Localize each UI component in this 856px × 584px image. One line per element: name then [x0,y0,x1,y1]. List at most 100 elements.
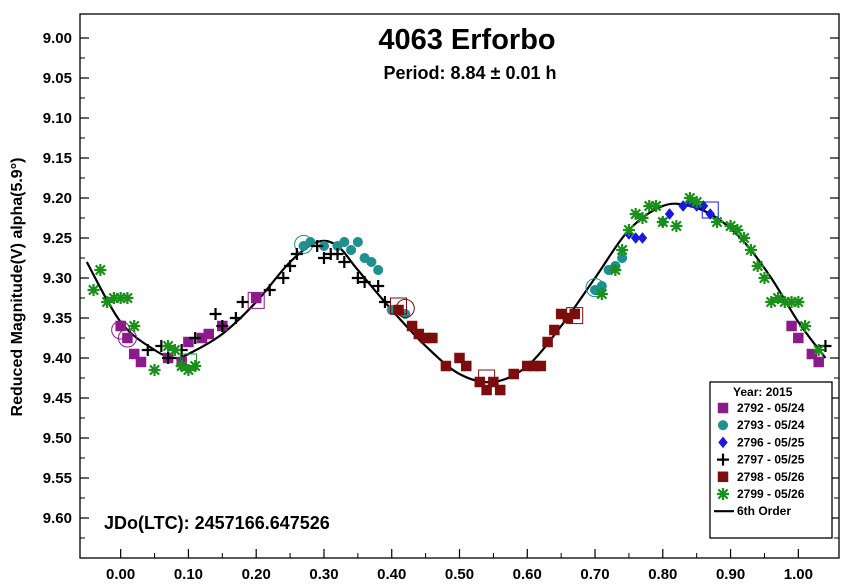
data-point [263,284,276,296]
legend-title: Year: 2015 [733,385,793,399]
data-point [785,296,798,308]
data-point [508,368,519,380]
data-point [290,248,303,260]
legend-label: 2796 - 05/25 [737,435,805,449]
data-point [114,292,127,304]
highlight-box [247,291,265,309]
data-point [643,200,656,212]
highlight-box [701,201,719,219]
data-point [189,332,202,344]
data-point [488,376,499,388]
data-point [724,220,737,232]
legend-label: 2798 - 05/26 [737,470,805,484]
x-tick-label: 0.90 [716,566,745,583]
highlight-circle [395,298,415,318]
legend: Year: 2015 2792 - 05/24 2793 - 05/24 2796 … [709,381,833,539]
data-point [549,324,560,336]
y-tick-label: 9.05 [43,70,72,87]
x-tick-label: 1.00 [784,566,813,583]
data-point [183,336,194,348]
y-tick-label: 9.20 [43,190,72,207]
highlight-box [179,353,197,371]
data-point [656,216,669,228]
data-point [793,332,804,344]
legend-entry: 2799 - 05/26 [717,487,805,501]
data-point [630,232,641,244]
data-point [765,296,778,308]
y-tick-label: 9.40 [43,350,72,367]
jd-annotation: JDo(LTC): 2457166.647526 [104,513,330,533]
y-tick-label: 9.00 [43,30,72,47]
data-point [101,296,114,308]
legend-label: 2797 - 05/25 [737,453,805,467]
data-point [731,224,744,236]
data-point [778,296,791,308]
data-point [122,332,133,344]
data-point [678,200,688,212]
data-point [813,356,824,368]
data-point [94,264,107,276]
legend-label: 6th Order [737,504,791,518]
highlight-circle [117,328,137,348]
data-point [209,308,222,320]
data-point [148,364,161,376]
y-tick-label: 9.30 [43,270,72,287]
x-tick-label: 0.60 [513,566,542,583]
data-points-layer [87,192,832,396]
highlight-box [478,369,496,387]
data-point [440,360,452,372]
x-tick-label: 0.20 [242,566,271,583]
data-point [128,320,141,332]
data-point [542,336,553,348]
data-point [812,344,825,356]
legend-entry: 6th Order [714,504,791,518]
y-tick-label: 9.15 [43,150,72,167]
data-point [427,332,438,344]
y-tick-label: 9.55 [43,470,72,487]
y-tick-label: 9.50 [43,430,72,447]
x-tick-label: 0.70 [580,566,609,583]
legend-label: 2799 - 05/26 [737,487,805,501]
data-point [168,344,181,356]
data-point [135,356,147,368]
data-point [474,376,486,388]
data-point [351,272,364,284]
y-tick-label: 9.45 [43,390,72,407]
data-point [378,296,391,308]
data-point [87,284,100,296]
chart-title: 4063 Erforbo [378,24,555,56]
data-point [622,224,635,236]
data-point [229,312,242,324]
data-point [705,208,716,220]
data-point [317,252,330,264]
data-point [406,320,418,332]
legend-marker [717,471,729,483]
data-point [352,236,363,248]
data-point [595,288,608,300]
legend-entry: 2793 - 05/24 [717,418,805,432]
data-point [461,360,472,372]
legend-marker [717,420,729,431]
data-point [141,344,154,356]
data-point [690,196,703,208]
x-tick-label: 0.30 [309,566,338,583]
data-point [107,292,120,304]
legend-marker [717,402,729,414]
y-tick-label: 9.60 [43,510,72,527]
legend-entry: 2796 - 05/25 [718,435,805,449]
data-point [128,348,140,360]
data-point [366,256,377,268]
data-point [758,272,771,284]
data-point [616,244,629,256]
legend-marker [717,488,729,500]
data-point [121,292,134,304]
y-tick-label: 9.10 [43,110,72,127]
data-point [698,200,709,212]
series-0 [111,291,824,368]
data-point [751,260,764,272]
data-point [772,292,785,304]
data-point [331,248,344,260]
highlight-circle [294,234,314,254]
y-axis-label: Reduced Magnitude(V) alpha(5.9°) [9,158,26,417]
